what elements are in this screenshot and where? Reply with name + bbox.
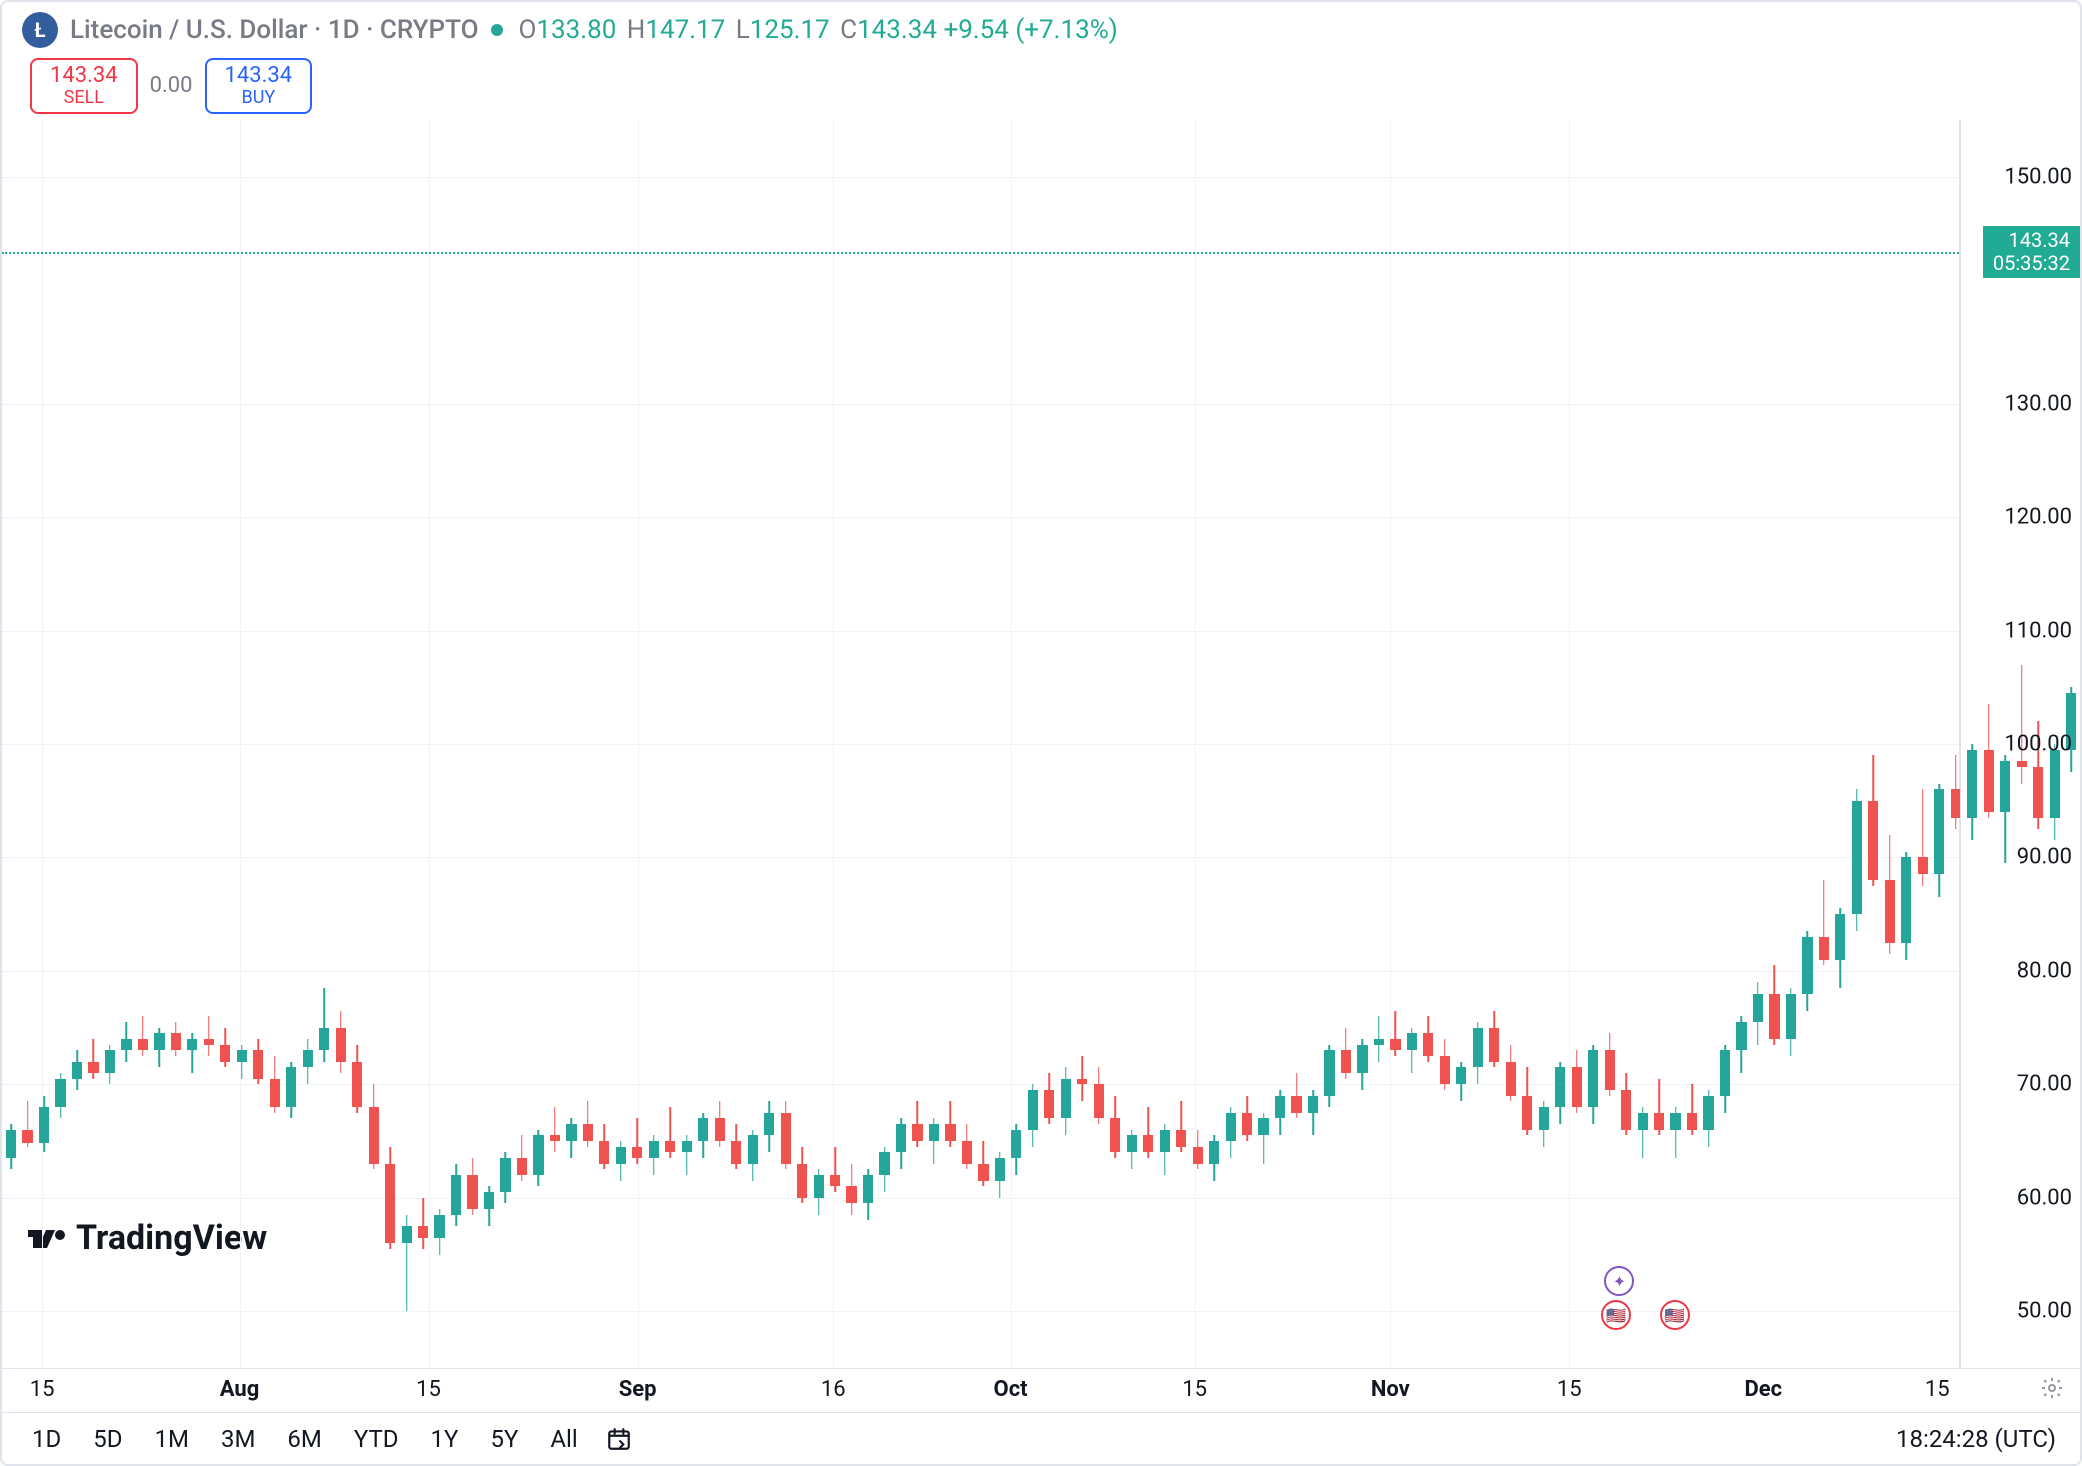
chart-area[interactable]: TradingView ✦ 🇺🇸 🇺🇸 50.00 60.00 70.00 80.00 90… [2,120,2080,1368]
x-tick-label: 15 [1557,1377,1582,1402]
sell-button[interactable]: 143.34 SELL [30,58,138,114]
y-tick-label: 70.00 [2017,1072,2072,1097]
trade-panel: 143.34 SELL 0.00 143.34 BUY [2,58,2080,120]
chart-container: Ł Litecoin / U.S. Dollar · 1D · CRYPTO O… [0,0,2082,1466]
event-marker-icon[interactable]: 🇺🇸 [1601,1300,1631,1330]
axis-settings-icon[interactable] [2036,1372,2068,1404]
x-tick-label: 15 [1182,1377,1207,1402]
range-1y[interactable]: 1Y [425,1421,465,1457]
range-3m[interactable]: 3M [215,1421,261,1457]
clock[interactable]: 18:24:28 (UTC) [1896,1425,2056,1453]
buy-button[interactable]: 143.34 BUY [205,58,313,114]
range-5d[interactable]: 5D [87,1421,128,1457]
x-tick-label: Oct [994,1377,1028,1402]
current-price-badge: 143.3405:35:32 [1983,226,2080,278]
x-tick-label: 15 [30,1377,55,1402]
x-tick-label: 15 [416,1377,441,1402]
range-5y[interactable]: 5Y [484,1421,524,1457]
y-axis[interactable]: 50.00 60.00 70.00 80.00 90.00 100.00 110.00 120… [1960,120,2080,1368]
y-tick-label: 80.00 [2017,958,2072,983]
market-status-dot [491,24,503,36]
y-tick-label: 120.00 [2004,505,2072,530]
range-1m[interactable]: 1M [149,1421,195,1457]
range-ytd[interactable]: YTD [348,1421,405,1457]
event-marker-icon[interactable]: ✦ [1604,1266,1634,1296]
y-tick-label: 110.00 [2004,618,2072,643]
x-tick-label: Nov [1371,1377,1410,1402]
bottom-toolbar: 1D 5D 1M 3M 6M YTD 1Y 5Y All 18:24:28 (UTC) [2,1412,2080,1464]
y-tick-label: 50.00 [2017,1299,2072,1324]
tradingview-watermark: TradingView [28,1218,267,1258]
y-tick-label: 90.00 [2017,845,2072,870]
x-tick-label: 16 [821,1377,846,1402]
x-tick-label: 15 [1925,1377,1950,1402]
current-price-line [2,252,1959,254]
x-tick-label: Dec [1744,1377,1782,1402]
range-selector: 1D 5D 1M 3M 6M YTD 1Y 5Y All [26,1421,584,1457]
x-tick-label: Aug [220,1377,260,1402]
symbol-title[interactable]: Litecoin / U.S. Dollar · 1D · CRYPTO [70,15,479,45]
x-axis[interactable]: 15 Aug 15 Sep 16 Oct 15 Nov 15 Dec 15 [2,1368,2080,1412]
range-1d[interactable]: 1D [26,1421,67,1457]
event-marker-icon[interactable]: 🇺🇸 [1660,1300,1690,1330]
range-6m[interactable]: 6M [281,1421,327,1457]
spread-value: 0.00 [150,73,193,98]
range-all[interactable]: All [544,1421,583,1457]
price-plot[interactable]: TradingView ✦ 🇺🇸 🇺🇸 [2,120,1960,1368]
ohlc-block: O133.80 H147.17 L125.17 C143.34 +9.54 (+… [515,15,1118,45]
y-tick-label: 60.00 [2017,1185,2072,1210]
y-tick-label: 100.00 [2004,731,2072,756]
goto-date-icon[interactable] [604,1424,634,1454]
litecoin-icon: Ł [22,12,58,48]
chart-header: Ł Litecoin / U.S. Dollar · 1D · CRYPTO O… [2,2,2080,58]
y-tick-label: 150.00 [2004,164,2072,189]
y-tick-label: 130.00 [2004,391,2072,416]
x-tick-label: Sep [619,1377,657,1402]
